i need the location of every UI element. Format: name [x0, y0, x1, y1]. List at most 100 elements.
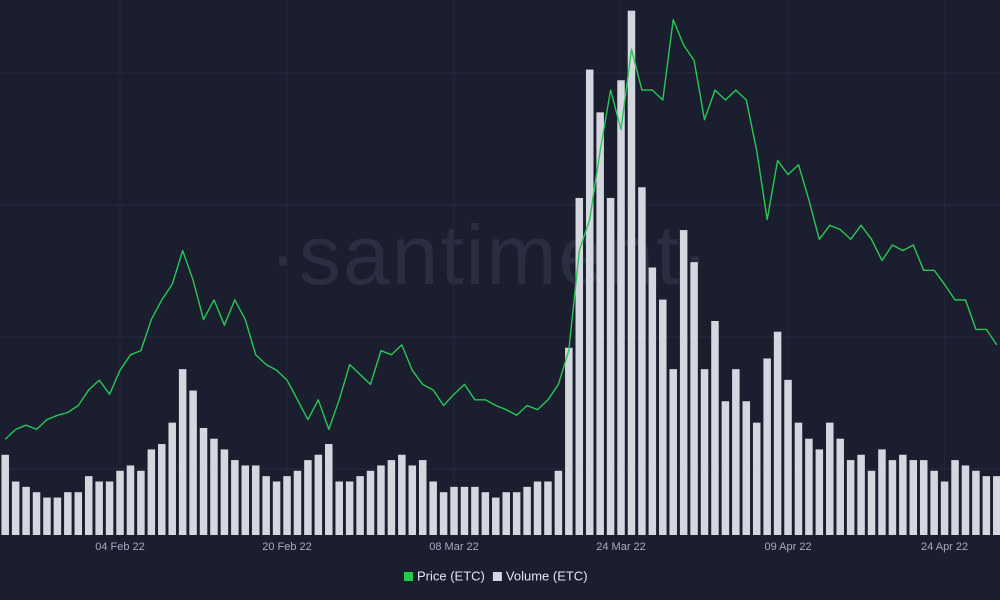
x-tick-label: 24 Apr 22	[921, 541, 968, 553]
volume-bar	[648, 267, 657, 535]
volume-bar	[700, 369, 709, 535]
volume-bar	[408, 465, 417, 535]
volume-bar	[669, 369, 677, 535]
volume-bar	[189, 390, 197, 535]
volume-bar	[283, 476, 291, 535]
volume-bar	[84, 476, 93, 535]
volume-bar	[450, 486, 458, 535]
x-tick-label: 09 Apr 22	[764, 541, 811, 553]
volume-bar	[732, 369, 740, 535]
volume-bar	[742, 401, 751, 535]
volume-bar	[512, 492, 521, 535]
volume-bar	[867, 470, 876, 535]
volume-bar	[387, 460, 396, 535]
volume-bar	[178, 369, 187, 535]
volume-bar	[137, 470, 145, 535]
volume-bar	[836, 438, 844, 535]
volume-bar	[899, 454, 907, 535]
volume-bar	[398, 454, 406, 535]
volume-bar	[231, 460, 239, 535]
volume-bar	[773, 331, 782, 535]
volume-bar	[982, 476, 991, 535]
volume-bar	[74, 492, 83, 535]
volume-bar	[481, 492, 490, 535]
volume-bar	[53, 497, 62, 535]
volume-bar	[638, 187, 646, 535]
volume-bar	[251, 465, 260, 535]
volume-bar	[763, 358, 771, 535]
volume-bar	[554, 470, 563, 535]
volume-bar	[711, 321, 719, 535]
volume-bar	[304, 460, 312, 535]
volume-bar	[11, 481, 20, 535]
volume-bar	[43, 497, 51, 535]
volume-bar	[930, 470, 938, 535]
legend-label: Price (ETC)	[417, 568, 485, 583]
volume-bar	[523, 486, 531, 535]
volume-bar	[679, 230, 688, 536]
volume-bar	[805, 438, 813, 535]
volume-bar	[1, 454, 9, 535]
volume-bar	[794, 422, 803, 535]
volume-bars	[1, 10, 1000, 536]
x-tick-label: 24 Mar 22	[596, 541, 646, 553]
volume-bar	[659, 299, 667, 535]
volume-bar	[815, 449, 824, 535]
volume-bar	[314, 454, 323, 535]
volume-bar	[22, 486, 30, 535]
volume-bar	[168, 422, 176, 535]
volume-bar	[940, 481, 949, 535]
volume-bar	[565, 347, 573, 535]
volume-bar	[627, 10, 636, 535]
legend-swatch	[492, 572, 502, 581]
volume-bar	[617, 80, 625, 535]
volume-bar	[878, 449, 886, 535]
volume-bar	[888, 460, 897, 535]
volume-bar	[846, 460, 855, 535]
volume-bar	[826, 422, 834, 535]
volume-bar	[544, 481, 552, 535]
volume-bar	[502, 492, 510, 535]
volume-bar	[585, 69, 594, 536]
volume-bar	[533, 481, 542, 535]
volume-bar	[471, 486, 479, 535]
volume-bar	[429, 481, 437, 535]
volume-bar	[64, 492, 72, 535]
volume-bar	[377, 465, 385, 535]
volume-bar	[366, 470, 375, 535]
volume-bar	[961, 465, 970, 535]
volume-bar	[492, 497, 500, 535]
volume-bar	[919, 460, 928, 535]
volume-bar	[596, 112, 604, 535]
volume-bar	[32, 492, 41, 535]
volume-bar	[272, 481, 281, 535]
volume-bar	[857, 454, 865, 535]
volume-bar	[241, 465, 250, 535]
x-tick-label: 08 Mar 22	[429, 541, 479, 553]
watermark: ·santiment·	[269, 208, 711, 302]
volume-bar	[356, 476, 364, 535]
volume-bar	[721, 401, 730, 535]
volume-bar	[784, 379, 792, 535]
volume-bar	[575, 197, 584, 535]
grid	[0, 72, 1000, 470]
volume-bar	[293, 470, 302, 535]
volume-bar	[325, 444, 333, 535]
volume-bar	[147, 449, 156, 535]
price-line	[4, 19, 998, 440]
volume-bar	[606, 197, 615, 535]
volume-bar	[951, 460, 959, 535]
volume-bar	[690, 262, 698, 535]
volume-bar	[158, 444, 166, 535]
volume-bar	[210, 438, 218, 535]
volume-bar	[909, 460, 918, 535]
volume-bar	[972, 470, 980, 535]
legend-label: Volume (ETC)	[506, 568, 588, 583]
x-tick-label: 04 Feb 22	[95, 541, 145, 553]
volume-bar	[116, 470, 124, 535]
volume-bar	[418, 460, 427, 535]
volume-bar	[460, 486, 469, 535]
volume-bar	[199, 428, 208, 535]
volume-bar	[105, 481, 114, 535]
volume-bar	[345, 481, 354, 535]
